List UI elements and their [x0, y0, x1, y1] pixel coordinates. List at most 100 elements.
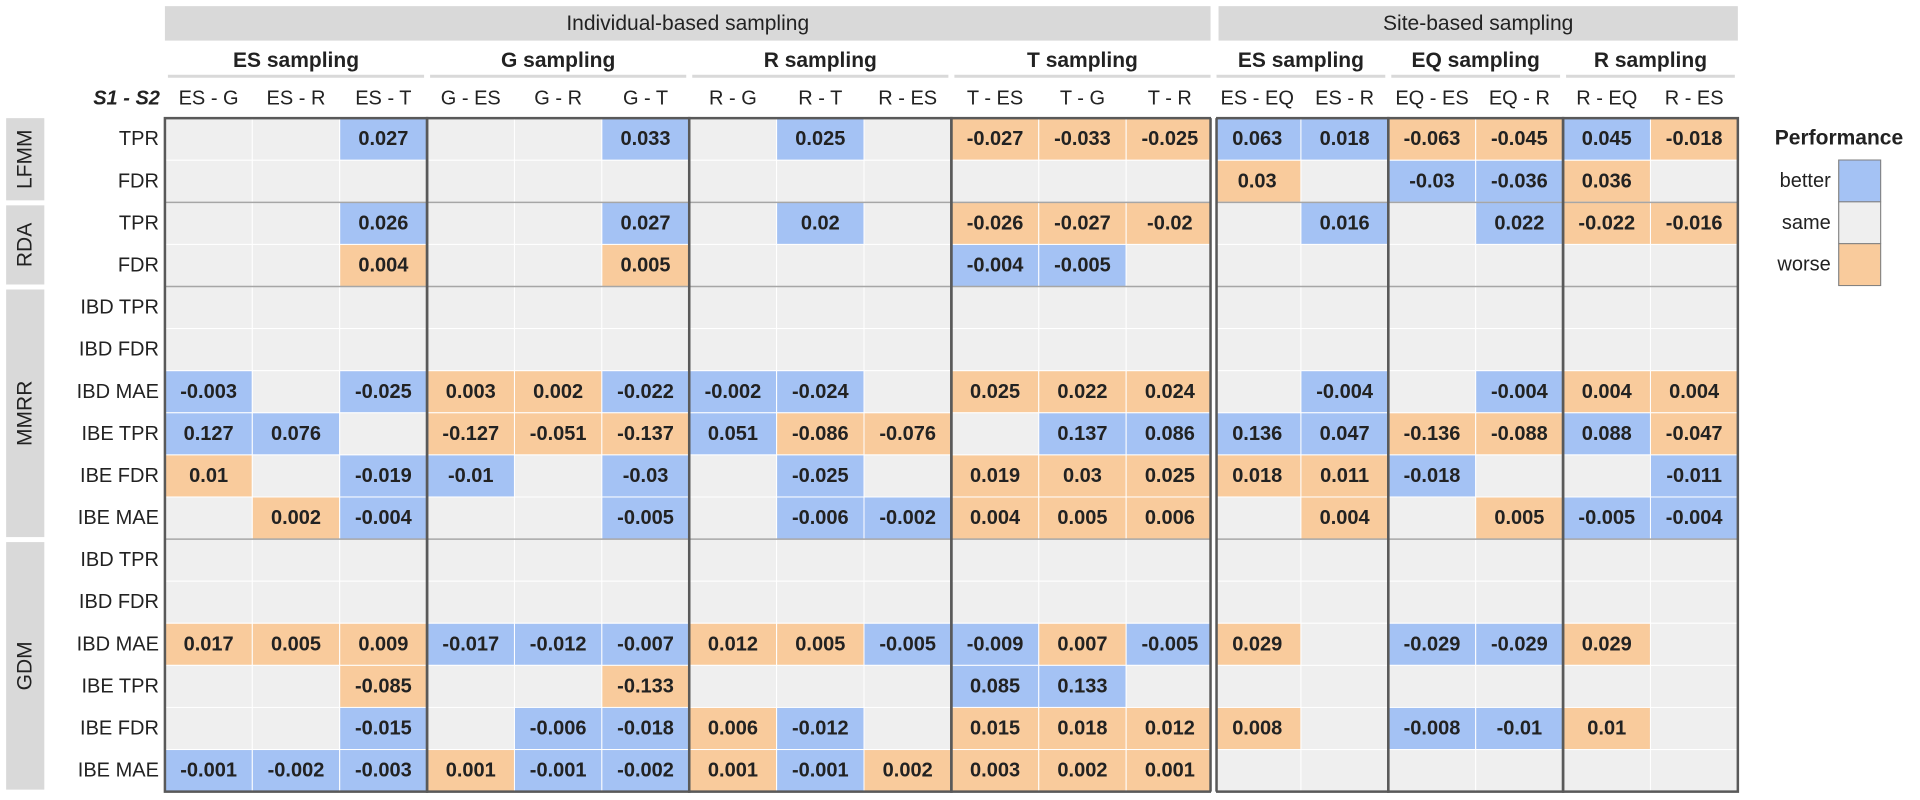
- cell-value-label: 0.036: [1582, 170, 1632, 192]
- heatmap-cell: [1213, 286, 1302, 330]
- cell-value-label: 0.012: [708, 633, 758, 655]
- heatmap-cell: [1387, 538, 1477, 582]
- cell-value-label: 0.076: [271, 423, 321, 445]
- heatmap-cell: [1649, 454, 1739, 498]
- legend-item-label: worse: [1776, 254, 1830, 276]
- heatmap-cell: [513, 412, 603, 456]
- heatmap-cell: [1649, 159, 1739, 203]
- heatmap-cell: [1475, 243, 1564, 288]
- heatmap-cell: [1562, 328, 1651, 372]
- heatmap-cell: [339, 286, 428, 330]
- heatmap-cell: [1213, 749, 1302, 793]
- cell-value-label: 0.012: [1145, 717, 1195, 739]
- column-label: R - ES: [878, 87, 937, 109]
- heatmap-cell: [601, 370, 690, 414]
- heatmap-cell: [251, 622, 341, 666]
- cell-value-label: -0.016: [1666, 212, 1723, 234]
- heatmap-cell: [1562, 749, 1651, 793]
- heatmap-cell: [251, 496, 341, 540]
- heatmap-cell: [1300, 622, 1389, 666]
- heatmap-cell: [688, 496, 778, 540]
- cell-value-label: 0.051: [708, 423, 758, 445]
- column-label: R - EQ: [1576, 87, 1637, 109]
- cell-value-label: -0.085: [355, 675, 412, 697]
- heatmap-cell: [1649, 243, 1739, 288]
- heatmap-cell: [688, 580, 778, 624]
- method-block-bg: [6, 542, 45, 790]
- cell-value-label: -0.012: [530, 633, 587, 655]
- heatmap-cell: [339, 370, 428, 414]
- heatmap-cell: [863, 370, 952, 414]
- heatmap-cell: [1649, 622, 1739, 666]
- method-block-label: GDM: [14, 641, 37, 690]
- heatmap-cell: [1213, 243, 1302, 288]
- cell-value-label: 0.002: [1057, 760, 1107, 782]
- heatmap-cell: [1649, 328, 1739, 372]
- cell-value-label: -0.024: [792, 381, 850, 403]
- heatmap-cell: [776, 664, 865, 708]
- cell-value-label: 0.02: [801, 212, 840, 234]
- heatmap-cell: [1213, 159, 1302, 203]
- heatmap-cell: [1038, 454, 1127, 498]
- legend-item-label: better: [1780, 170, 1831, 192]
- legend-item-label: same: [1782, 212, 1831, 234]
- heatmap-cell: [513, 664, 603, 708]
- heatmap-cell: [513, 706, 603, 751]
- cell-value-label: -0.029: [1404, 633, 1461, 655]
- heatmap-cell: [1649, 580, 1739, 624]
- cell-value-label: -0.026: [967, 212, 1024, 234]
- cell-value-label: 0.136: [1232, 423, 1282, 445]
- heatmap-cell: [950, 664, 1040, 708]
- cell-value-label: -0.004: [1316, 381, 1374, 403]
- cell-value-label: 0.004: [358, 254, 409, 276]
- heatmap-cell: [513, 328, 603, 372]
- column-label: T - R: [1148, 87, 1192, 109]
- group-header-label: Individual-based sampling: [566, 12, 809, 35]
- heatmap-cell: [251, 201, 341, 245]
- cell-value-label: 0.001: [708, 760, 758, 782]
- heatmap-cell: [1475, 159, 1564, 203]
- heatmap-cell: [863, 496, 952, 540]
- heatmap-cell: [1387, 664, 1477, 708]
- heatmap-cell: [1387, 706, 1477, 751]
- heatmap-cell: [1649, 496, 1739, 540]
- heatmap-cell: [513, 201, 603, 245]
- column-label: G - T: [623, 87, 668, 109]
- column-label: EQ - ES: [1395, 87, 1468, 109]
- cell-value-label: -0.029: [1491, 633, 1548, 655]
- heatmap-cell: [339, 496, 428, 540]
- heatmap-cell: [251, 706, 341, 751]
- cell-value-label: 0.004: [970, 507, 1021, 529]
- method-block-label: LFMM: [14, 129, 37, 189]
- heatmap-cell: [776, 286, 865, 330]
- heatmap-cell: [1038, 201, 1127, 245]
- column-label: ES - T: [355, 87, 411, 109]
- cell-value-label: -0.027: [1054, 212, 1111, 234]
- row-label: IBD TPR: [80, 297, 159, 319]
- row-label: FDR: [118, 254, 159, 276]
- subgroup-header-label: ES sampling: [233, 49, 359, 72]
- cell-value-label: 0.01: [1587, 717, 1626, 739]
- cell-value-label: 0.005: [271, 633, 321, 655]
- cell-value-label: 0.001: [446, 760, 496, 782]
- heatmap-cell: [426, 580, 515, 624]
- cell-value-label: -0.002: [617, 760, 674, 782]
- heatmap-cell: [426, 454, 515, 498]
- method-block-label: RDA: [14, 223, 37, 267]
- heatmap-cell: [426, 201, 515, 245]
- cell-value-label: -0.018: [1666, 128, 1723, 150]
- heatmap-cell: [426, 286, 515, 330]
- heatmap-cell: [950, 706, 1040, 751]
- row-label: IBD FDR: [79, 339, 159, 361]
- heatmap-cell: [1125, 159, 1215, 203]
- cell-value-label: -0.005: [617, 507, 674, 529]
- heatmap-cell: [950, 412, 1040, 456]
- heatmap-cell: [776, 159, 865, 203]
- row-label: TPR: [119, 128, 159, 150]
- subgroup-header-label: R sampling: [764, 49, 877, 72]
- cell-value-label: -0.001: [530, 760, 587, 782]
- heatmap-cell: [601, 286, 690, 330]
- cell-value-label: -0.136: [1404, 423, 1461, 445]
- heatmap-cell: [164, 328, 253, 372]
